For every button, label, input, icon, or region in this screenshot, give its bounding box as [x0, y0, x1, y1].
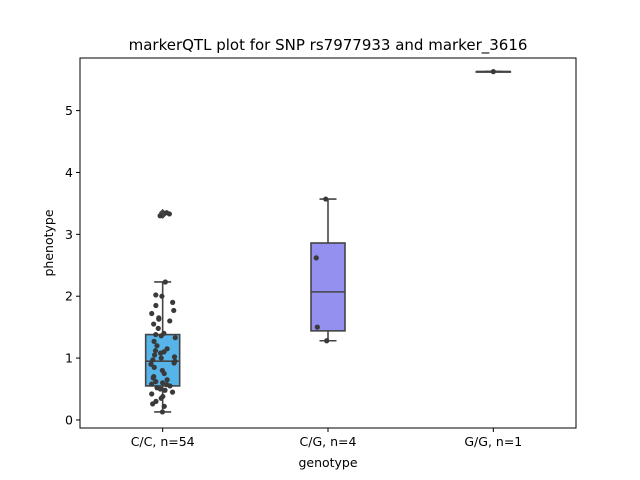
y-tick-label: 1 [65, 351, 73, 366]
data-point [149, 310, 155, 317]
plot-area [144, 69, 512, 415]
data-point [153, 378, 159, 385]
data-point [153, 302, 159, 309]
x-axis-label: genotype [298, 455, 357, 470]
data-point [148, 361, 154, 367]
strip-points-0 [148, 210, 178, 415]
data-point [160, 380, 166, 386]
strip-points-1 [313, 196, 330, 344]
data-point [159, 409, 166, 415]
x-tick-label: C/C, n=54 [131, 434, 195, 449]
data-point [150, 375, 156, 381]
data-point [159, 293, 165, 299]
data-point [162, 279, 168, 285]
data-point [172, 335, 178, 341]
data-point [150, 357, 156, 363]
data-point [314, 324, 320, 330]
data-point [324, 338, 330, 344]
data-point [490, 69, 496, 75]
data-point [171, 354, 178, 360]
data-point [164, 210, 170, 216]
data-point [149, 391, 155, 397]
chart-title: markerQTL plot for SNP rs7977933 and mar… [129, 36, 528, 55]
y-tick-label: 4 [65, 165, 73, 180]
data-point [161, 330, 167, 336]
data-point [161, 403, 167, 409]
x-axis: C/C, n=54 C/G, n=4 G/G, n=1 [131, 428, 522, 449]
data-point [167, 318, 173, 324]
y-tick-label: 3 [65, 227, 73, 242]
data-point [164, 382, 170, 388]
data-point [170, 299, 176, 305]
data-point [149, 381, 155, 387]
data-point [313, 255, 319, 261]
strip-points-2 [490, 69, 496, 75]
data-point [151, 321, 157, 327]
data-point [171, 307, 177, 314]
y-axis: 0 1 2 3 4 5 [65, 103, 80, 427]
data-point [151, 352, 158, 358]
data-point [157, 213, 163, 219]
data-point [154, 385, 160, 391]
y-axis-label: phenotype [41, 209, 56, 276]
y-tick-label: 0 [65, 412, 73, 427]
data-point [151, 364, 157, 370]
box-1 [310, 198, 346, 342]
data-point [160, 393, 166, 400]
data-point [153, 398, 159, 404]
x-tick-label: G/G, n=1 [464, 434, 522, 449]
data-point [156, 315, 162, 321]
data-point [172, 358, 178, 364]
data-point [154, 343, 160, 349]
data-point [155, 325, 161, 331]
x-tick-label: C/G, n=4 [300, 434, 357, 449]
data-point [153, 331, 159, 338]
data-point [151, 338, 157, 344]
data-point [153, 292, 159, 298]
data-point [158, 355, 164, 361]
data-point [159, 367, 165, 374]
data-point [152, 348, 159, 354]
data-point [169, 389, 176, 395]
y-tick-label: 5 [65, 103, 73, 118]
y-tick-label: 2 [65, 289, 73, 304]
data-point [164, 346, 170, 352]
data-point [162, 387, 168, 393]
data-point [164, 377, 170, 383]
data-point [323, 196, 329, 202]
